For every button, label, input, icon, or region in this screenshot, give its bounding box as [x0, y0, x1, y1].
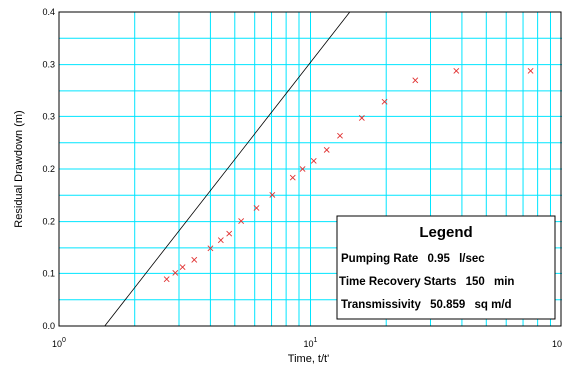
data-point	[381, 98, 388, 105]
marker-stroke	[323, 146, 330, 153]
data-point	[337, 132, 343, 139]
legend-row-pumping-rate: Pumping Rate 0.95 l/sec	[341, 253, 485, 265]
x-tick-label: 10	[552, 339, 562, 349]
legend-unit: sq m/d	[475, 299, 512, 311]
x-tick-labels: 100 101 10	[52, 337, 562, 349]
marker-stroke	[289, 174, 296, 181]
x-tick-label: 101	[304, 337, 318, 349]
data-point	[310, 157, 317, 164]
marker-stroke	[527, 67, 534, 74]
data-point	[453, 67, 460, 74]
legend-unit: min	[494, 276, 514, 288]
legend-title: Legend	[419, 224, 472, 241]
data-point	[358, 115, 365, 121]
marker-stroke	[299, 166, 306, 172]
x-tick-exponent: 0	[62, 337, 66, 344]
data-point	[269, 191, 276, 198]
data-point	[412, 77, 419, 84]
marker-stroke	[238, 218, 245, 224]
x-tick-base: 10	[52, 339, 62, 349]
data-point	[289, 174, 296, 181]
y-tick-label: 0.2	[42, 164, 55, 174]
data-point	[217, 237, 224, 244]
x-axis-title: Time, t/t'	[288, 353, 329, 365]
marker-stroke	[207, 245, 214, 252]
marker-stroke	[217, 237, 224, 244]
data-point	[191, 256, 198, 263]
data-point	[323, 146, 330, 153]
marker-stroke	[163, 276, 170, 283]
data-point	[238, 218, 245, 224]
legend-unit: l/sec	[459, 253, 485, 265]
marker-stroke	[337, 132, 343, 139]
y-tick-label: 0.4	[42, 7, 55, 17]
data-point	[179, 264, 186, 271]
data-point	[226, 230, 233, 237]
marker-stroke	[253, 205, 260, 211]
legend-row-transmissivity: Transmissivity 50.859 sq m/d	[341, 299, 512, 311]
data-point	[253, 205, 260, 211]
y-axis-title: Residual Drawdown (m)	[13, 110, 25, 227]
x-tick-base: 10	[304, 339, 314, 349]
legend-label: Time Recovery Starts	[339, 276, 456, 288]
fit-line	[104, 11, 351, 327]
y-tick-label: 0.3	[42, 60, 55, 70]
marker-stroke	[226, 230, 233, 237]
marker-stroke	[179, 264, 186, 271]
y-tick-label: 0.1	[42, 268, 55, 278]
marker-stroke	[358, 115, 365, 121]
data-point	[163, 276, 170, 283]
x-tick-label: 100	[52, 337, 66, 349]
legend-value: 0.95	[428, 253, 451, 265]
legend-box: Legend Pumping Rate 0.95 l/sec Time Reco…	[336, 215, 556, 320]
data-point	[299, 166, 306, 172]
legend-label: Pumping Rate	[341, 253, 418, 265]
legend-value: 150	[466, 276, 485, 288]
data-point	[527, 67, 534, 74]
marker-stroke	[172, 269, 179, 276]
legend-frame	[336, 215, 556, 320]
legend-value: 50.859	[430, 299, 465, 311]
marker-stroke	[269, 191, 276, 198]
marker-stroke	[310, 157, 317, 164]
data-markers	[163, 67, 534, 283]
y-tick-labels: 0.0 0.1 0.2 0.2 0.3 0.3 0.4	[42, 7, 55, 331]
marker-stroke	[412, 77, 419, 84]
y-tick-label: 0.2	[42, 217, 55, 227]
x-tick-exponent: 1	[314, 337, 318, 344]
x-tick-base: 10	[552, 339, 562, 349]
legend-row-time-recovery: Time Recovery Starts 150 min	[339, 276, 514, 288]
marker-stroke	[191, 256, 198, 263]
fit-line-group	[104, 11, 351, 327]
data-point	[172, 269, 179, 276]
data-point	[207, 245, 214, 252]
y-tick-label: 0.0	[42, 321, 55, 331]
marker-stroke	[453, 67, 460, 74]
marker-stroke	[381, 98, 388, 105]
legend-label: Transmissivity	[341, 299, 422, 311]
y-tick-label: 0.3	[42, 111, 55, 121]
plot-frame	[58, 11, 562, 327]
